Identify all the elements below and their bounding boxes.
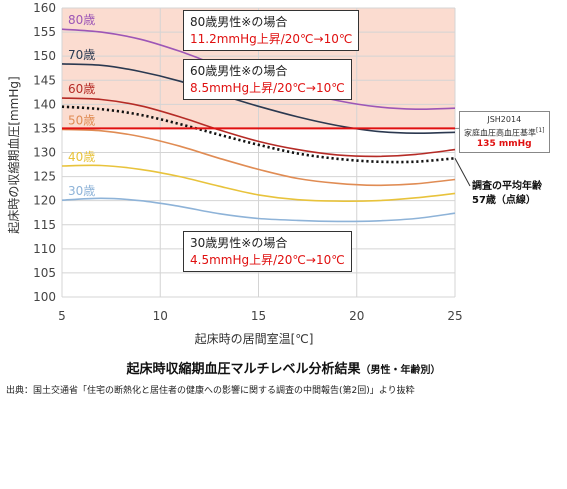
annotation-30-detail: 4.5mmHg上昇/20℃→10℃ xyxy=(190,253,345,267)
reference-label: JSH2014 家庭血圧高血圧基準[1] 135 mmHg xyxy=(459,111,550,153)
axis-ticks: 1001051101151201251301351401451501551605… xyxy=(33,1,463,323)
y-tick-label: 105 xyxy=(33,266,56,280)
average-age-line1: 調査の平均年齢 xyxy=(472,181,542,192)
series-label-0: 80歳 xyxy=(68,13,95,27)
x-tick-label: 25 xyxy=(447,309,462,323)
reference-label-note: [1] xyxy=(536,127,545,134)
x-axis-label: 起床時の居間室温[℃] xyxy=(195,331,314,346)
y-tick-label: 160 xyxy=(33,1,56,15)
series-label-2: 60歳 xyxy=(68,82,95,96)
average-age-line2: 57歳（点線） xyxy=(472,195,536,206)
y-axis-label: 起床時の収縮期血圧[mmHg] xyxy=(6,76,21,233)
y-tick-label: 150 xyxy=(33,49,56,63)
y-tick-label: 100 xyxy=(33,290,56,304)
y-tick-label: 120 xyxy=(33,194,56,208)
y-tick-label: 130 xyxy=(33,146,56,160)
reference-label-line3: 135 mmHg xyxy=(476,138,532,149)
reference-label-line1: JSH2014 xyxy=(487,115,522,124)
series-line-4 xyxy=(61,164,456,202)
series-labels: 80歳 70歳 60歳 50歳 40歳 30歳 xyxy=(68,13,471,198)
annotation-80-title: 80歳男性※の場合 xyxy=(190,15,288,29)
series-line-6 xyxy=(61,105,456,164)
series-line-2 xyxy=(61,97,456,158)
average-leader xyxy=(454,158,471,187)
average-age-label: 調査の平均年齢 57歳（点線） xyxy=(472,180,542,208)
x-tick-label: 10 xyxy=(153,309,168,323)
annotation-60-title: 60歳男性※の場合 xyxy=(190,64,288,78)
annotation-60: 60歳男性※の場合 8.5mmHg上昇/20℃→10℃ xyxy=(183,59,352,100)
y-tick-label: 155 xyxy=(33,25,56,39)
annotation-30: 30歳男性※の場合 4.5mmHg上昇/20℃→10℃ xyxy=(183,231,352,272)
y-tick-label: 135 xyxy=(33,121,56,135)
y-tick-label: 140 xyxy=(33,97,56,111)
chart-title: 起床時収縮期血圧マルチレベル分析結果（男性・年齢別） xyxy=(0,358,567,377)
annotation-30-title: 30歳男性※の場合 xyxy=(190,236,288,250)
y-tick-label: 115 xyxy=(33,218,56,232)
y-tick-label: 125 xyxy=(33,170,56,184)
x-tick-label: 5 xyxy=(58,309,66,323)
annotation-60-detail: 8.5mmHg上昇/20℃→10℃ xyxy=(190,81,345,95)
x-tick-label: 20 xyxy=(349,309,364,323)
chart-title-sub: （男性・年齢別） xyxy=(360,365,441,376)
series-line-5 xyxy=(61,197,456,223)
source-note: 出典：国土交通省「住宅の断熱化と居住者の健康への影響に関する調査の中間報告(第2… xyxy=(6,386,415,396)
y-tick-label: 110 xyxy=(33,242,56,256)
series-line-3 xyxy=(61,128,456,187)
annotation-80-detail: 11.2mmHg上昇/20℃→10℃ xyxy=(190,32,353,46)
series-line-1 xyxy=(61,63,456,135)
chart-title-main: 起床時収縮期血圧マルチレベル分析結果 xyxy=(126,362,361,377)
series-label-4: 40歳 xyxy=(68,150,95,164)
annotation-80: 80歳男性※の場合 11.2mmHg上昇/20℃→10℃ xyxy=(183,10,360,51)
reference-label-line2: 家庭血圧高血圧基準 xyxy=(464,128,536,138)
series-label-3: 50歳 xyxy=(68,113,95,127)
series-label-1: 70歳 xyxy=(68,48,95,62)
series-label-5: 30歳 xyxy=(68,184,95,198)
x-tick-label: 15 xyxy=(251,309,266,323)
y-tick-label: 145 xyxy=(33,73,56,87)
